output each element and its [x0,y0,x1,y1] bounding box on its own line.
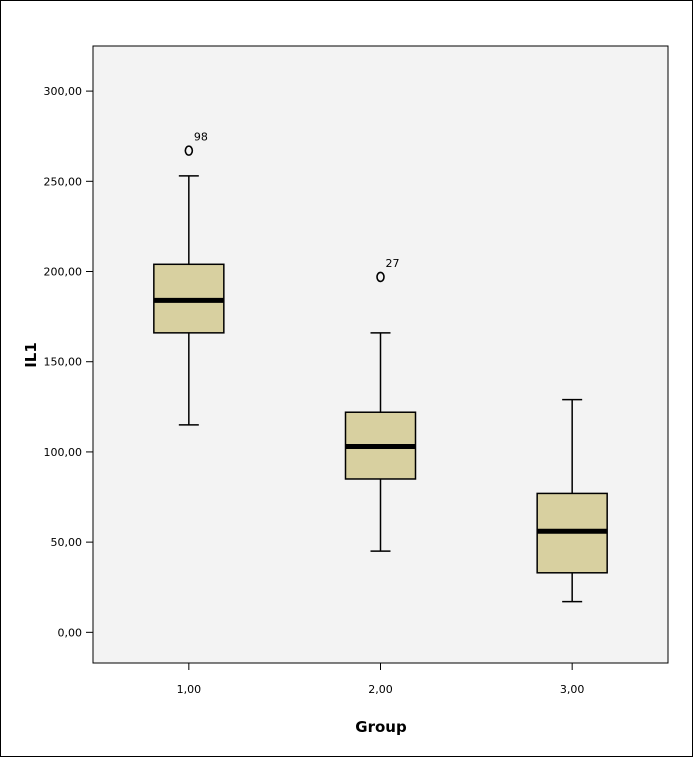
y-axis: 0,00 50,00 100,00 150,00 200,00 250,00 300,00 [44,85,93,639]
box-group [536,398,608,603]
x-tick-label: 2,00 [368,683,393,696]
y-tick-label: 300,00 [44,85,83,98]
y-tick-label: 50,00 [51,536,83,549]
x-tick-label: 3,00 [560,683,585,696]
x-axis-title: Group [355,718,407,736]
y-tick-label: 200,00 [44,266,83,279]
outlier-label: 27 [386,257,400,270]
y-axis-title: IL1 [22,342,40,368]
y-tick-label: 150,00 [44,356,83,369]
outlier-point [184,145,194,156]
x-axis: 1,00 2,00 3,00 [177,663,585,696]
box-group: 27 [344,257,417,552]
boxes: 98 27 [153,131,608,603]
outlier-point [376,271,385,283]
y-tick-label: 100,00 [44,446,83,459]
y-tick-label: 250,00 [44,175,83,188]
y-tick-label: 0,00 [58,626,83,639]
x-tick-label: 1,00 [177,683,202,696]
outlier-label: 98 [194,131,208,144]
box-group: 98 [153,131,225,426]
